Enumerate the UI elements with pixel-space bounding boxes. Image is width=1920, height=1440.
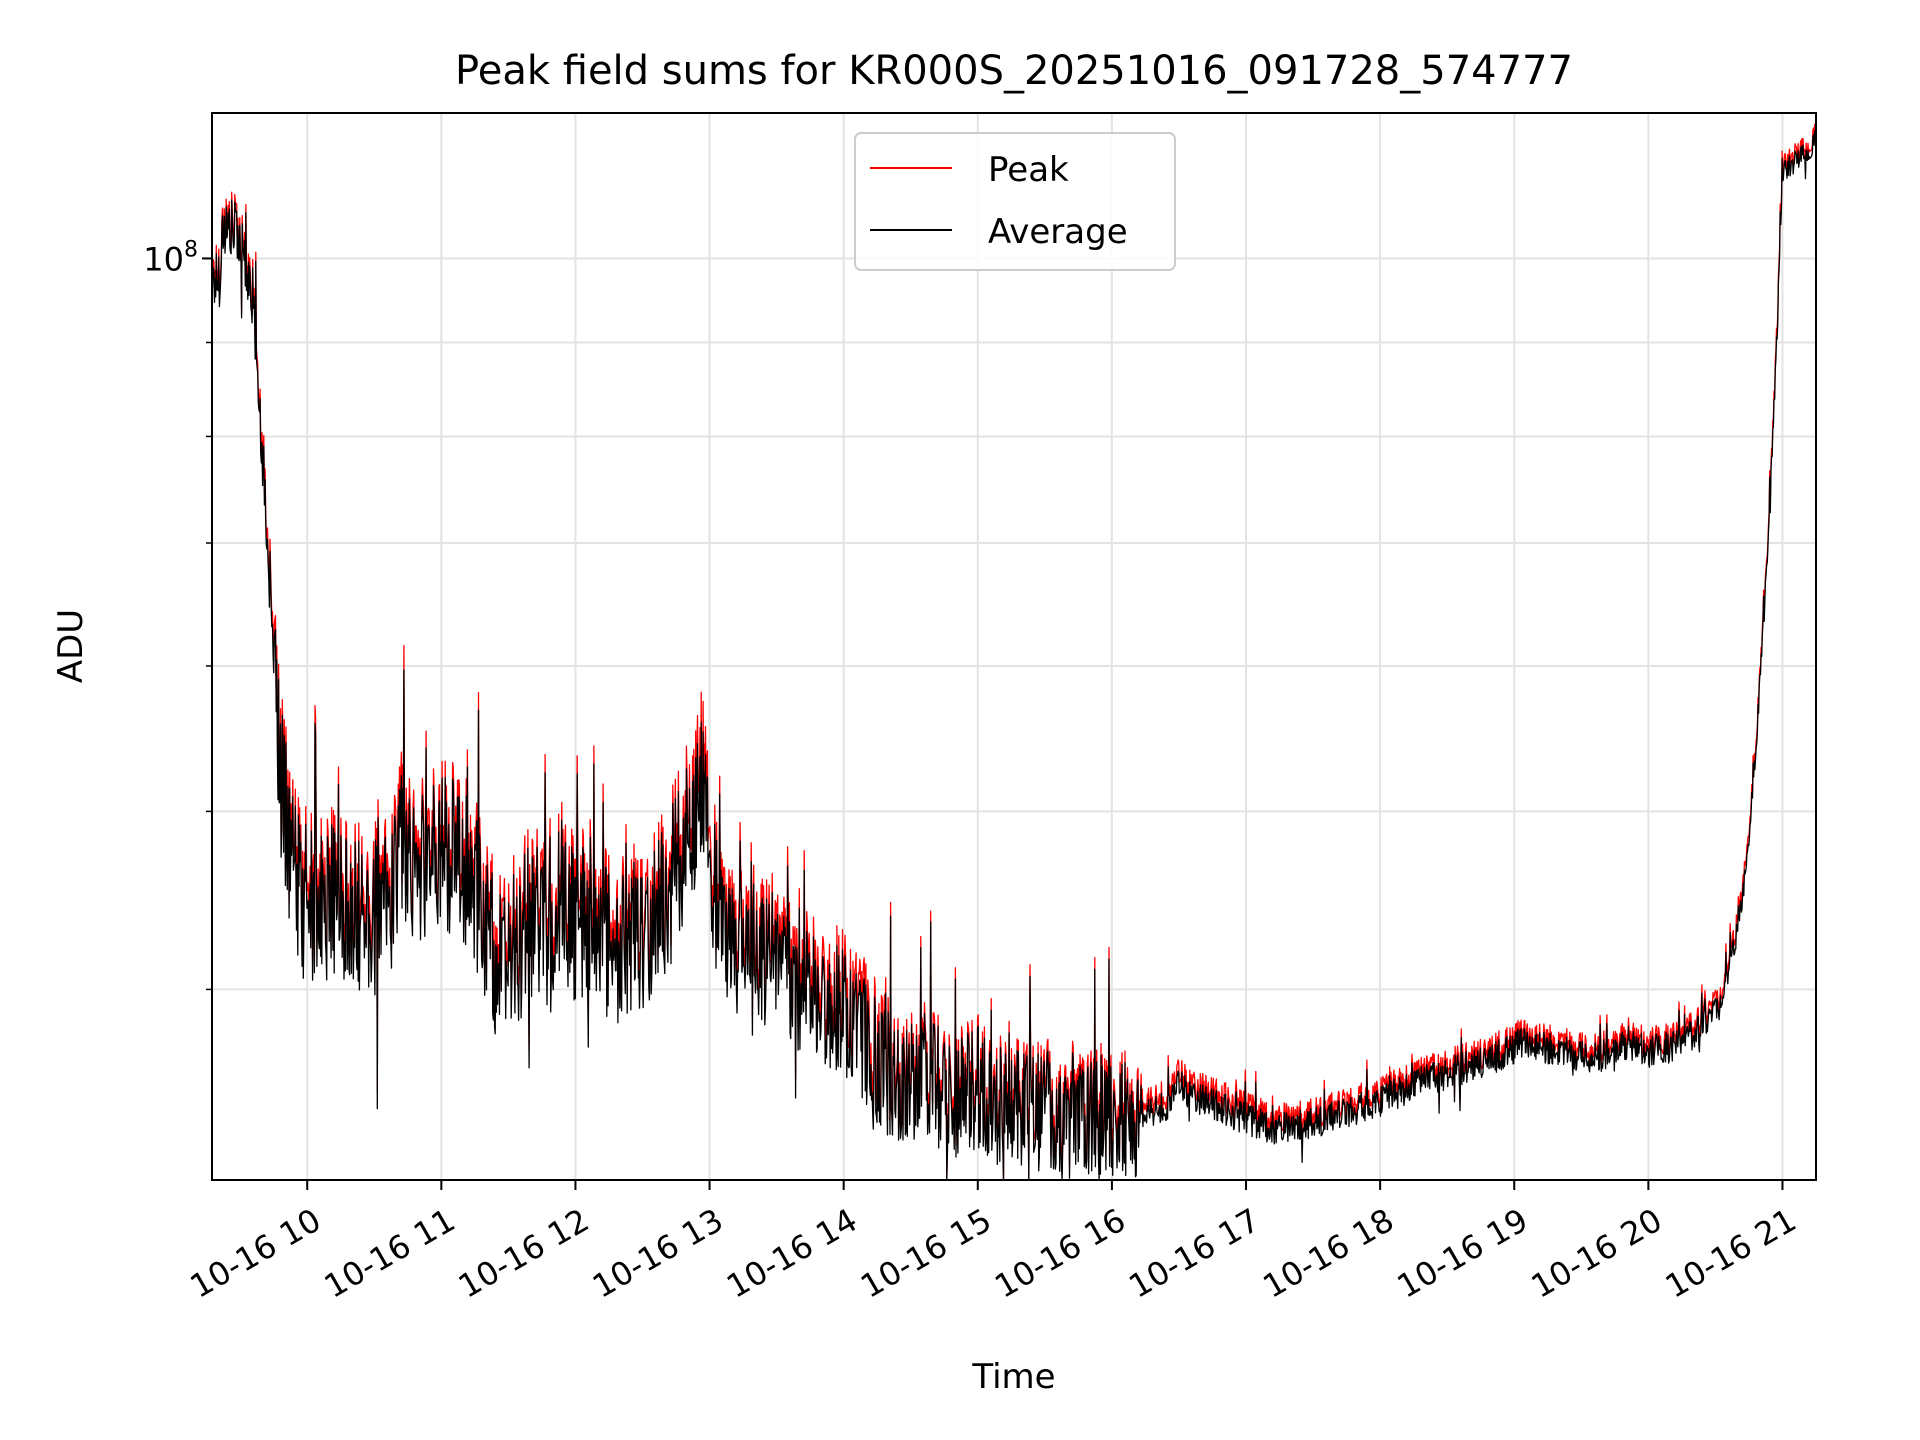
legend-label-peak: Peak bbox=[988, 150, 1069, 190]
y-axis-label: ADU bbox=[51, 609, 91, 683]
y-tick-label-exponent: 8 bbox=[184, 237, 198, 262]
x-axis-label: Time bbox=[971, 1357, 1055, 1397]
series-line-average bbox=[211, 130, 1817, 1180]
chart-title: Peak field sums for KR000S_20251016_0917… bbox=[455, 48, 1573, 94]
y-axis-ticks: 108 bbox=[143, 237, 212, 991]
plot-frame bbox=[211, 112, 1817, 1181]
legend: Peak Average bbox=[854, 132, 1176, 271]
grid bbox=[212, 113, 1816, 1180]
series-layer bbox=[211, 123, 1817, 1180]
y-tick-label: 108 bbox=[143, 237, 198, 278]
y-tick-label-base: 10 bbox=[143, 240, 184, 278]
legend-label-average: Average bbox=[988, 212, 1128, 252]
